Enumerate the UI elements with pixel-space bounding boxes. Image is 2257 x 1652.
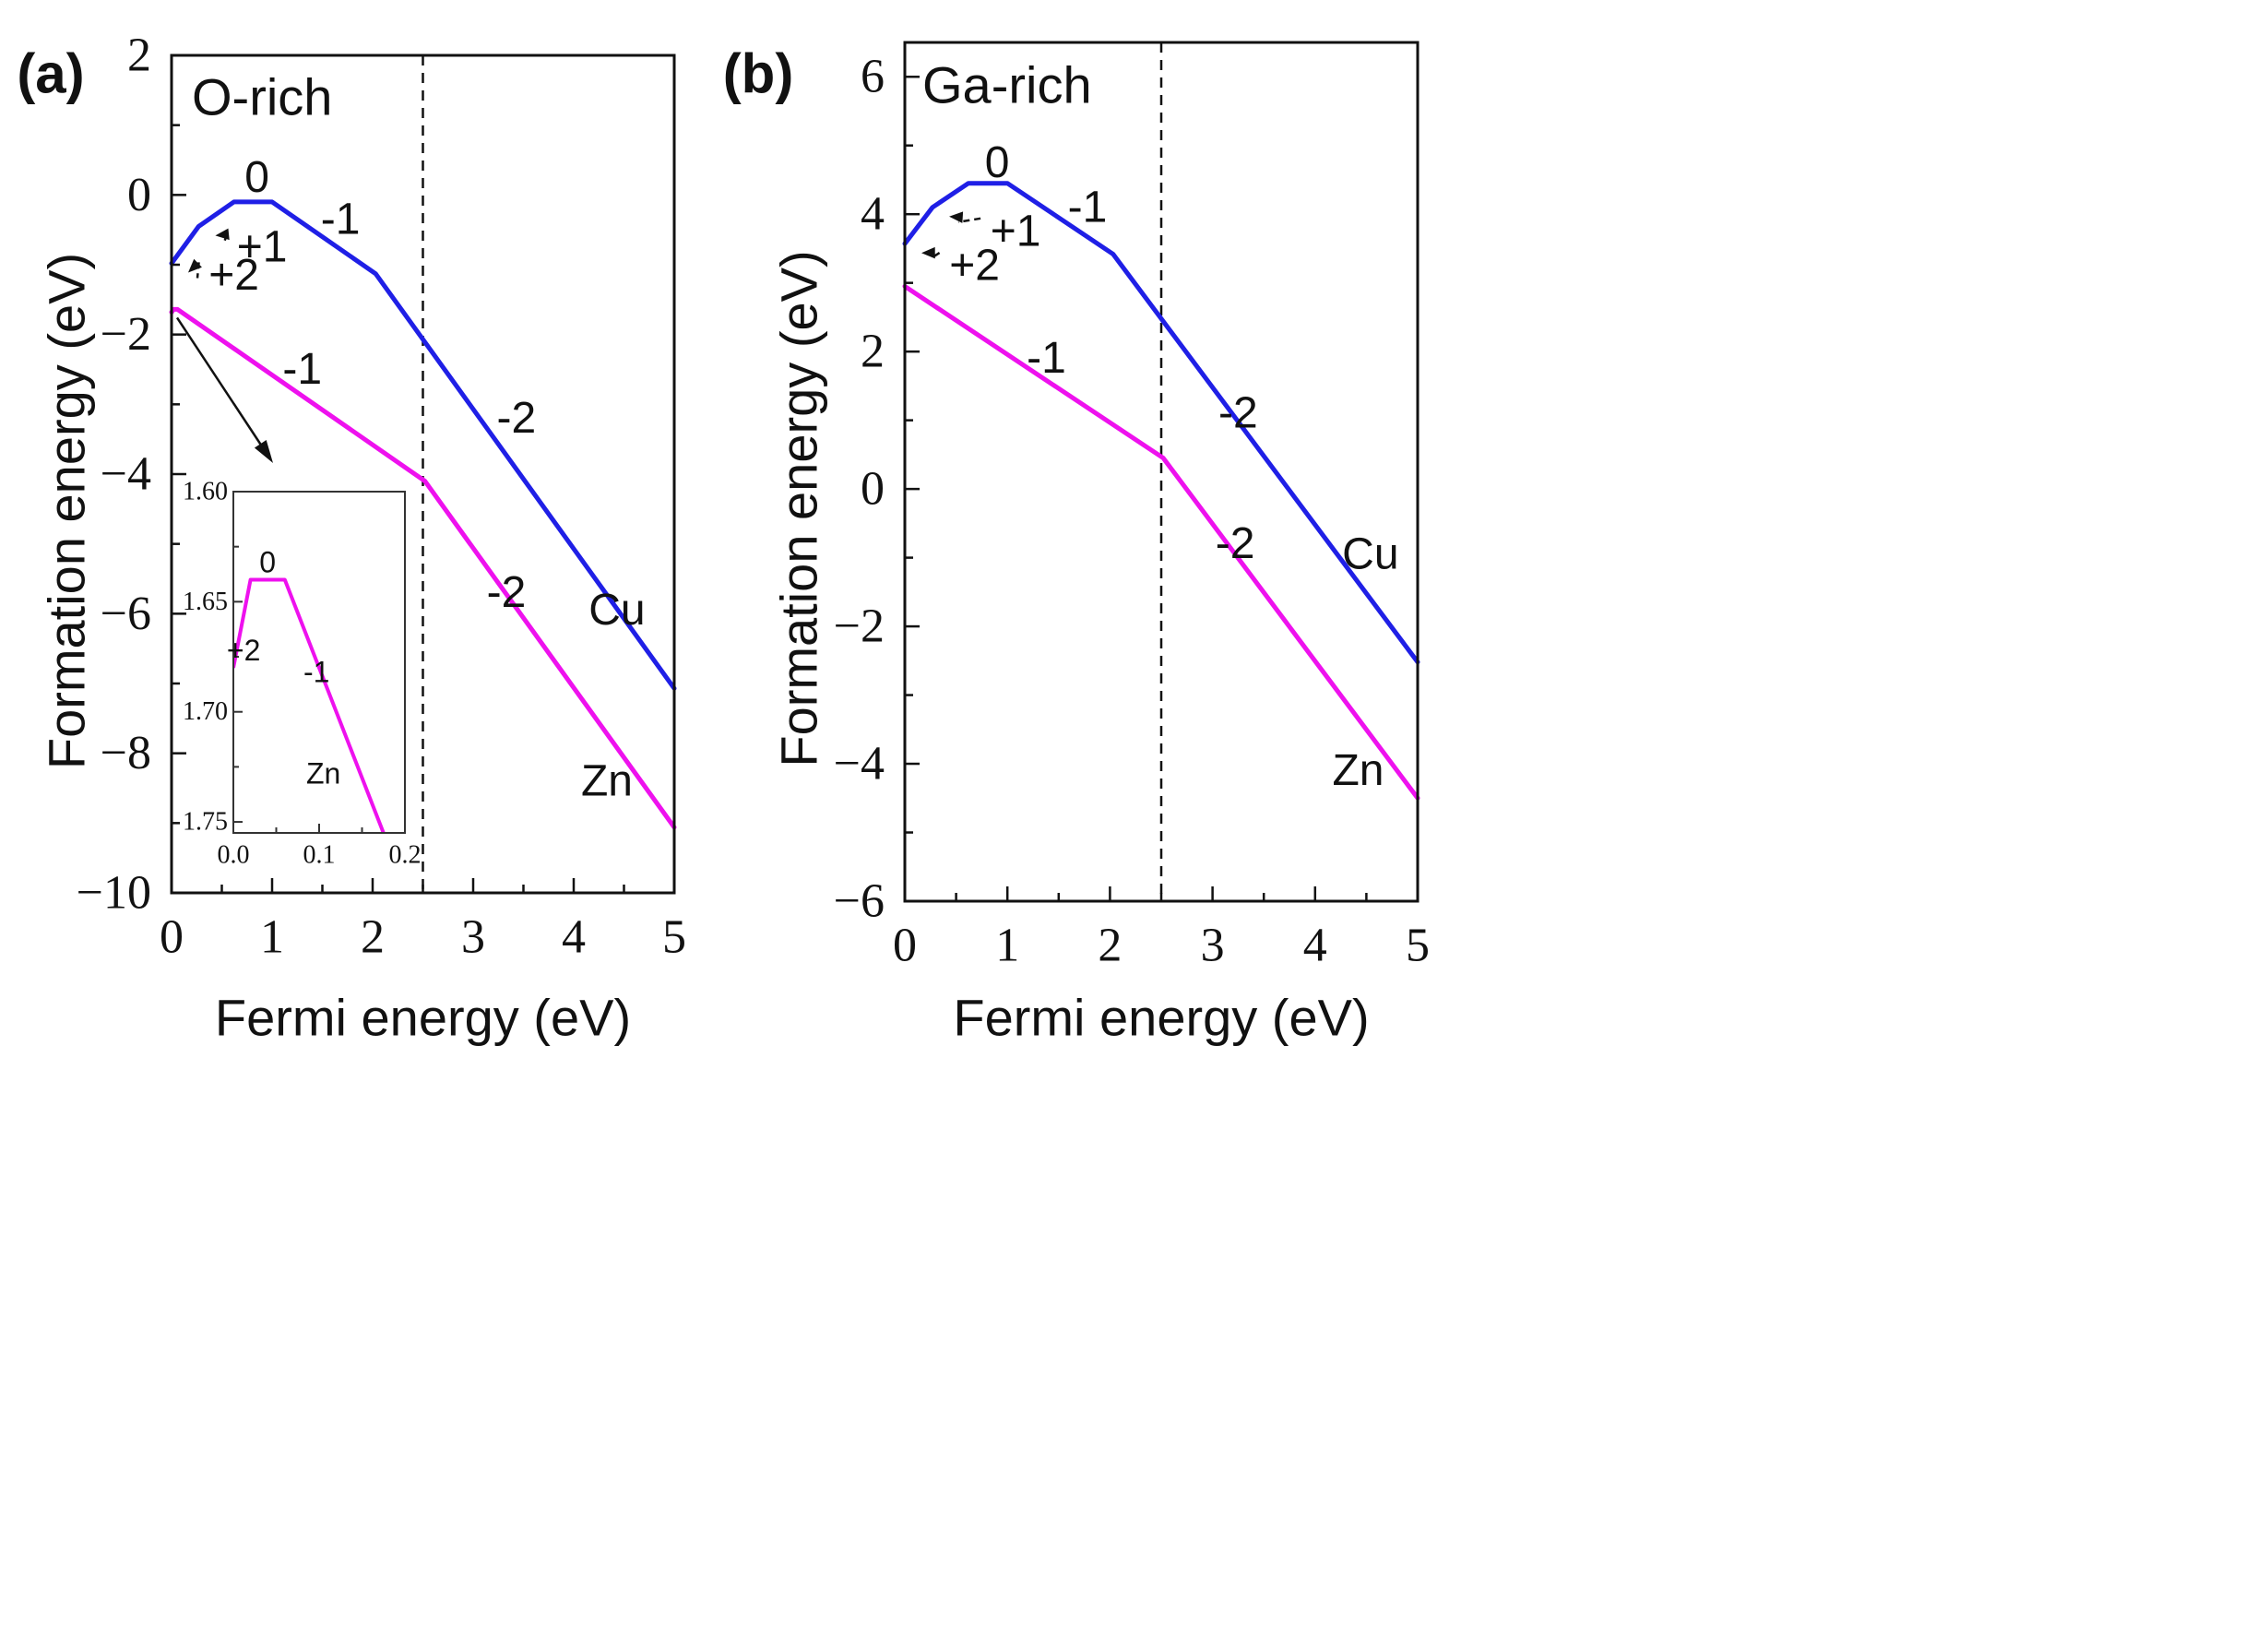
- y-tick-label: −2: [101, 308, 151, 361]
- panel-title: Ga-rich: [922, 56, 1092, 114]
- annotation-label: 0: [244, 153, 269, 202]
- panel-label: (a): [17, 43, 84, 105]
- inset-y-tick-label: 1.60: [183, 478, 228, 506]
- x-axis-label: Fermi energy (eV): [215, 989, 631, 1047]
- y-tick-label: −10: [77, 867, 151, 920]
- inset-annotation-label: 0: [259, 545, 276, 578]
- y-tick-label: −4: [834, 738, 885, 790]
- y-tick-label: −4: [101, 448, 151, 501]
- y-tick-label: −6: [834, 875, 885, 928]
- inset-annotation-label: Zn: [306, 757, 340, 790]
- annotation-label: Zn: [1332, 746, 1384, 795]
- y-tick-label: 6: [861, 51, 885, 103]
- x-axis-label: Fermi energy (eV): [953, 989, 1369, 1047]
- y-axis-label: Formation energy (eV): [38, 253, 96, 769]
- annotation-label: 0: [985, 138, 1010, 187]
- x-tick-label: 5: [1406, 920, 1430, 972]
- x-tick-label: 2: [1098, 920, 1122, 972]
- annotation-label: +2: [208, 251, 259, 300]
- y-tick-label: 2: [127, 30, 151, 82]
- y-tick-label: −2: [834, 600, 885, 653]
- inset-annotation-label: +2: [227, 634, 260, 667]
- y-tick-label: 4: [861, 188, 885, 241]
- annotation-label: -1: [1068, 183, 1108, 232]
- y-tick-label: 2: [861, 326, 885, 378]
- x-tick-label: 1: [995, 920, 1019, 972]
- x-tick-label: 0: [160, 911, 184, 964]
- y-tick-label: −8: [101, 727, 151, 779]
- panel-title: O-rich: [192, 68, 332, 126]
- x-tick-label: 3: [1201, 920, 1225, 972]
- annotation-label: -2: [497, 394, 537, 443]
- x-tick-label: 1: [260, 911, 284, 964]
- inset-y-tick-label: 1.70: [183, 697, 228, 726]
- x-tick-label: 4: [562, 911, 586, 964]
- annotation-label: -2: [1218, 389, 1258, 438]
- annotation-label: Zn: [581, 756, 633, 805]
- annotation-label: -2: [487, 568, 527, 617]
- annotation-label: -1: [282, 345, 322, 394]
- inset-y-tick-label: 1.65: [183, 588, 228, 616]
- inset-x-tick-label: 0.2: [389, 841, 422, 870]
- inset-x-tick-label: 0.0: [218, 841, 250, 870]
- annotation-label: -1: [1027, 334, 1066, 383]
- annotation-label: +2: [949, 242, 1000, 291]
- x-tick-label: 0: [893, 920, 917, 972]
- y-tick-label: −6: [101, 588, 151, 640]
- figure: 0 1 2 3 4 5 −10 −8 −6 −4 −2 0 2 Fermi energy (eV) Form…: [0, 0, 2257, 1652]
- annotation-label: -1: [321, 195, 361, 244]
- x-tick-label: 5: [662, 911, 686, 964]
- annotation-label: Cu: [1342, 529, 1398, 578]
- annotation-label: -2: [1216, 519, 1255, 568]
- panel-label: (b): [723, 43, 794, 105]
- y-axis-label: Formation energy (eV): [770, 250, 828, 767]
- inset-annotation-label: -1: [303, 656, 329, 689]
- x-tick-label: 3: [461, 911, 485, 964]
- annotation-label: Cu: [588, 586, 645, 635]
- inset-x-tick-label: 0.1: [303, 841, 336, 870]
- inset-y-tick-label: 1.75: [183, 808, 228, 837]
- y-tick-label: 0: [861, 463, 885, 516]
- y-tick-label: 0: [127, 169, 151, 221]
- x-tick-label: 2: [361, 911, 385, 964]
- x-tick-label: 4: [1303, 920, 1327, 972]
